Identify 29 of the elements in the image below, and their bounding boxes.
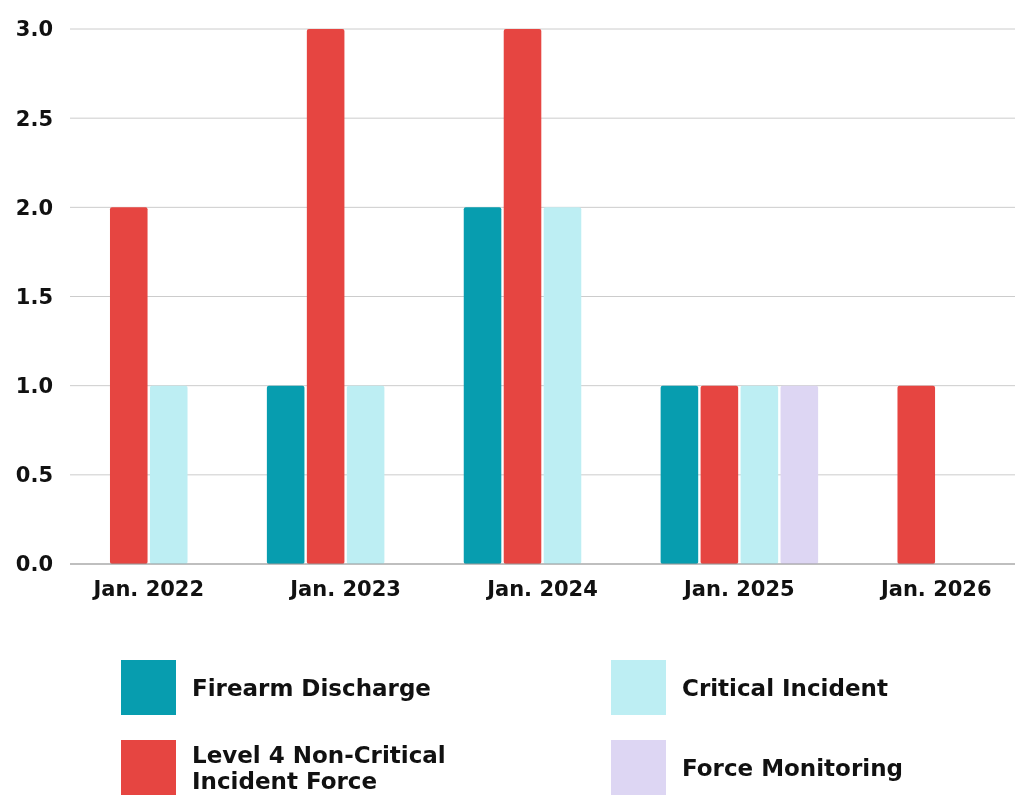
bar bbox=[780, 385, 819, 564]
y-tick-label: 1.5 bbox=[15, 284, 53, 309]
bar bbox=[306, 29, 345, 564]
x-tick-label: Jan. 2026 bbox=[878, 577, 992, 601]
x-tick-label: Jan. 2022 bbox=[91, 577, 205, 601]
bar bbox=[660, 385, 699, 564]
bar bbox=[700, 385, 739, 564]
y-tick-label: 3.0 bbox=[15, 17, 53, 42]
bar bbox=[109, 207, 148, 564]
x-tick-label: Jan. 2024 bbox=[485, 577, 598, 601]
bar bbox=[897, 385, 936, 564]
x-tick-label: Jan. 2023 bbox=[288, 577, 401, 601]
y-tick-label: 0.0 bbox=[15, 552, 53, 577]
bar bbox=[346, 385, 385, 564]
y-tick-label: 0.5 bbox=[15, 463, 53, 488]
bar bbox=[463, 207, 502, 564]
y-tick-label: 1.0 bbox=[15, 374, 53, 399]
bar bbox=[149, 385, 188, 564]
x-tick-label: Jan. 2025 bbox=[682, 577, 795, 601]
legend-label: Force Monitoring bbox=[682, 755, 903, 781]
bar bbox=[503, 29, 542, 564]
legend-label: Firearm Discharge bbox=[192, 675, 431, 701]
legend-label: Level 4 Non-Critical Incident Force bbox=[192, 742, 446, 794]
bar bbox=[543, 207, 582, 564]
bar bbox=[266, 385, 305, 564]
legend-label: Critical Incident bbox=[682, 675, 888, 701]
bar bbox=[740, 385, 779, 564]
y-tick-label: 2.0 bbox=[15, 195, 53, 220]
y-tick-label: 2.5 bbox=[15, 106, 53, 131]
